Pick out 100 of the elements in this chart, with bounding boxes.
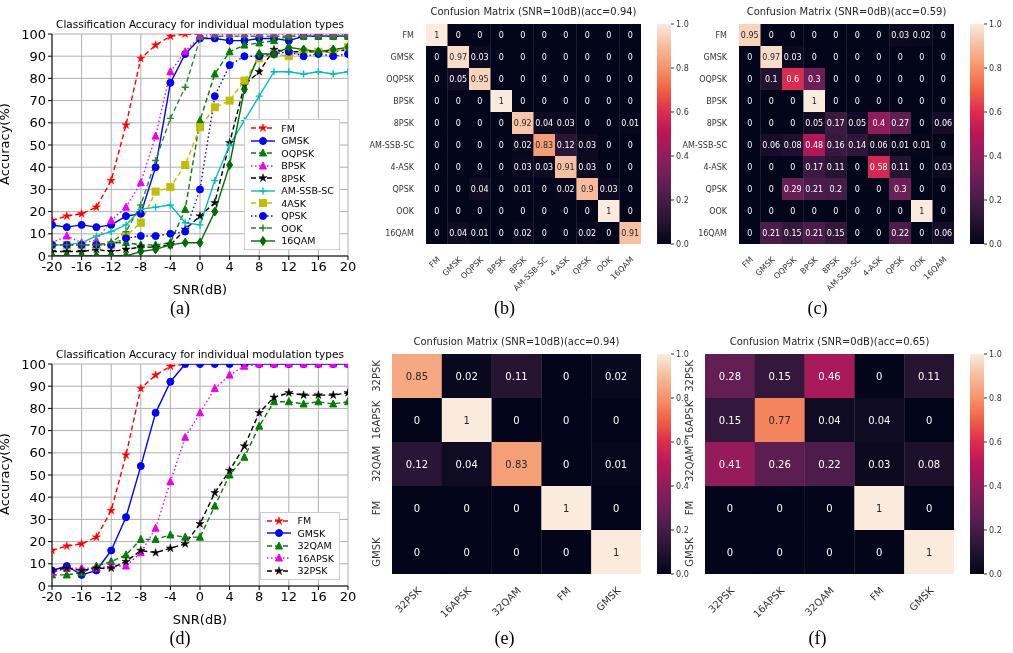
x-tick-label: 0 bbox=[195, 259, 205, 275]
data-label: 0 bbox=[541, 206, 547, 216]
data-label: 0.15 bbox=[768, 370, 791, 382]
color-bar-label: 0.4 bbox=[989, 151, 1002, 161]
data-label: 0 bbox=[498, 162, 504, 172]
y-tick-label: FM bbox=[402, 30, 415, 40]
data-label: 0 bbox=[563, 228, 569, 238]
data-label: 0.06 bbox=[934, 228, 953, 238]
data-label: 0.46 bbox=[818, 370, 841, 382]
data-label: 0 bbox=[768, 30, 774, 40]
data-label: 0 bbox=[627, 140, 633, 150]
y-tick-label: 60 bbox=[29, 445, 46, 461]
data-label: 0 bbox=[584, 206, 590, 216]
data-label: 0.22 bbox=[891, 228, 910, 238]
legend-label: OOK bbox=[281, 222, 303, 234]
data-label: 0.95 bbox=[740, 30, 759, 40]
x-tick-label: 12 bbox=[280, 589, 298, 605]
data-label: 0 bbox=[747, 184, 753, 194]
data-label: 0 bbox=[520, 30, 526, 40]
data-label: 0 bbox=[768, 118, 774, 128]
data-label: 0.1 bbox=[764, 74, 778, 84]
y-tick-label: QPSK bbox=[705, 184, 728, 194]
data-label: 0.17 bbox=[805, 162, 824, 172]
y-tick-label: QPSK bbox=[392, 184, 415, 194]
color-bar-label: 0.2 bbox=[676, 525, 689, 535]
data-label: 0 bbox=[606, 140, 612, 150]
legend-label: 4ASK bbox=[281, 197, 307, 209]
data-label: 0.11 bbox=[891, 162, 910, 172]
data-label: 1 bbox=[876, 502, 883, 514]
x-tick-label: 12 bbox=[280, 259, 298, 275]
data-label: 0 bbox=[876, 206, 882, 216]
x-tick-label: FM bbox=[554, 584, 573, 603]
x-axis-title: SNR(dB) bbox=[172, 612, 228, 627]
data-label: 0.15 bbox=[783, 228, 802, 238]
x-tick-label: -12 bbox=[100, 259, 122, 275]
data-label: 0.95 bbox=[470, 74, 489, 84]
data-label: 0 bbox=[854, 74, 860, 84]
legend-label: GMSK bbox=[297, 527, 326, 539]
data-label: 0 bbox=[876, 184, 882, 194]
data-label: 0.58 bbox=[869, 162, 888, 172]
data-label: 0 bbox=[434, 52, 440, 62]
data-label: 0 bbox=[826, 502, 833, 514]
data-label: 0.11 bbox=[917, 370, 941, 382]
data-label: 0.01 bbox=[912, 140, 931, 150]
y-tick-label: OQPSK bbox=[386, 74, 415, 84]
y-tick-label: 50 bbox=[29, 467, 46, 483]
data-label: 0.3 bbox=[893, 184, 907, 194]
data-label: 0.15 bbox=[826, 228, 845, 238]
data-label: 0 bbox=[606, 228, 612, 238]
color-bar-label: 0.0 bbox=[676, 239, 689, 249]
data-label: 0.04 bbox=[535, 118, 554, 128]
data-label: 0.02 bbox=[455, 370, 478, 382]
y-tick-label: GMSK bbox=[390, 52, 415, 62]
data-label: 0 bbox=[513, 414, 520, 426]
data-label: 0 bbox=[876, 370, 883, 382]
data-label: 0 bbox=[612, 502, 620, 514]
data-label: 0.04 bbox=[818, 414, 841, 426]
y-tick-label: 16APSK bbox=[684, 400, 695, 440]
y-tick-label: 32PSK bbox=[684, 359, 695, 392]
data-label: 0 bbox=[498, 118, 504, 128]
color-bar-label: 0.2 bbox=[676, 195, 689, 205]
data-label: 0 bbox=[498, 206, 504, 216]
y-tick-label: 90 bbox=[29, 378, 46, 394]
y-tick-label: BPSK bbox=[706, 96, 728, 106]
data-label: 0.08 bbox=[783, 140, 802, 150]
data-label: 0.03 bbox=[535, 162, 554, 172]
data-label: 0.04 bbox=[868, 414, 891, 426]
data-label: 0 bbox=[584, 30, 590, 40]
data-label: 0.05 bbox=[449, 74, 468, 84]
y-tick-label: 100 bbox=[21, 356, 46, 372]
text: (d) bbox=[168, 628, 192, 649]
data-label: 0.01 bbox=[513, 184, 532, 194]
data-label: 0 bbox=[876, 546, 883, 558]
data-label: 0 bbox=[606, 96, 612, 106]
color-bar-label: 0.4 bbox=[676, 151, 689, 161]
data-label: 0 bbox=[541, 52, 547, 62]
data-label: 0 bbox=[940, 140, 946, 150]
y-tick-label: FM bbox=[684, 500, 695, 516]
data-label: 0.02 bbox=[604, 370, 628, 382]
y-tick-label: AM-SSB-SC bbox=[682, 140, 728, 150]
data-label: 0 bbox=[563, 96, 569, 106]
data-label: 0.91 bbox=[556, 162, 575, 172]
data-label: 0.12 bbox=[556, 140, 575, 150]
y-tick-label: GMSK bbox=[703, 52, 728, 62]
y-tick-label: AM-SSB-SC bbox=[369, 140, 415, 150]
data-label: 0 bbox=[876, 228, 882, 238]
data-label: 0.6 bbox=[786, 74, 800, 84]
color-bar-label: 0.6 bbox=[676, 437, 689, 447]
legend-label: FM bbox=[297, 515, 312, 527]
x-tick-label: 4 bbox=[225, 259, 234, 275]
y-tick-label: 16APSK bbox=[371, 400, 382, 440]
data-label: 0.03 bbox=[578, 162, 597, 172]
data-label: 1 bbox=[463, 414, 470, 426]
data-label: 0.22 bbox=[818, 458, 841, 470]
data-label: 0 bbox=[463, 502, 470, 514]
data-label: 0 bbox=[627, 162, 633, 172]
data-label: 0 bbox=[768, 184, 774, 194]
data-label: 0 bbox=[434, 206, 440, 216]
data-label: 0.02 bbox=[513, 140, 532, 150]
data-label: 0.4 bbox=[872, 118, 886, 128]
